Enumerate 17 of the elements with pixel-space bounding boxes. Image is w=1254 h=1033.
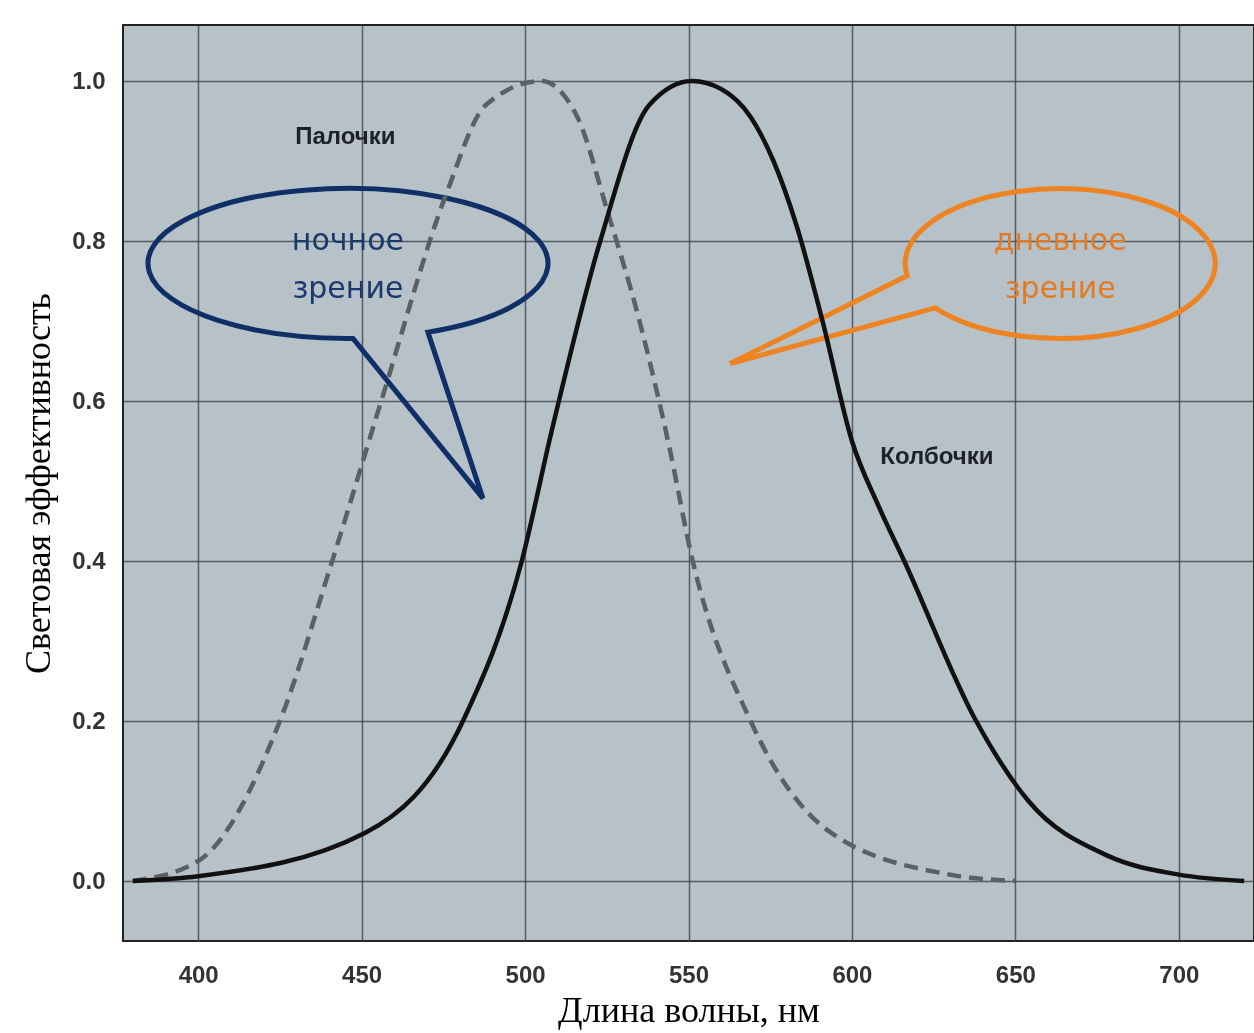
y-tick-label: 0.0 bbox=[72, 866, 106, 894]
x-tick-label: 450 bbox=[342, 960, 383, 988]
y-axis-title: Световая эффективность bbox=[18, 292, 59, 675]
series-label: Колбочки bbox=[880, 442, 994, 469]
x-tick-label: 550 bbox=[668, 960, 710, 988]
y-tick-label: 1.0 bbox=[72, 66, 106, 94]
x-tick-label: 400 bbox=[178, 960, 219, 988]
x-tick-label: 650 bbox=[995, 960, 1036, 988]
y-tick-label: 0.6 bbox=[72, 386, 106, 414]
y-tick-label: 0.8 bbox=[72, 226, 106, 254]
x-axis-title: Длина волны, нм bbox=[558, 989, 820, 1030]
x-tick-label: 500 bbox=[505, 960, 546, 988]
x-tick-label: 600 bbox=[832, 960, 873, 988]
y-tick-label: 0.4 bbox=[72, 546, 107, 574]
y-tick-label: 0.2 bbox=[72, 706, 106, 734]
line-series bbox=[130, 78, 1247, 884]
x-tick-label: 700 bbox=[1159, 960, 1200, 988]
